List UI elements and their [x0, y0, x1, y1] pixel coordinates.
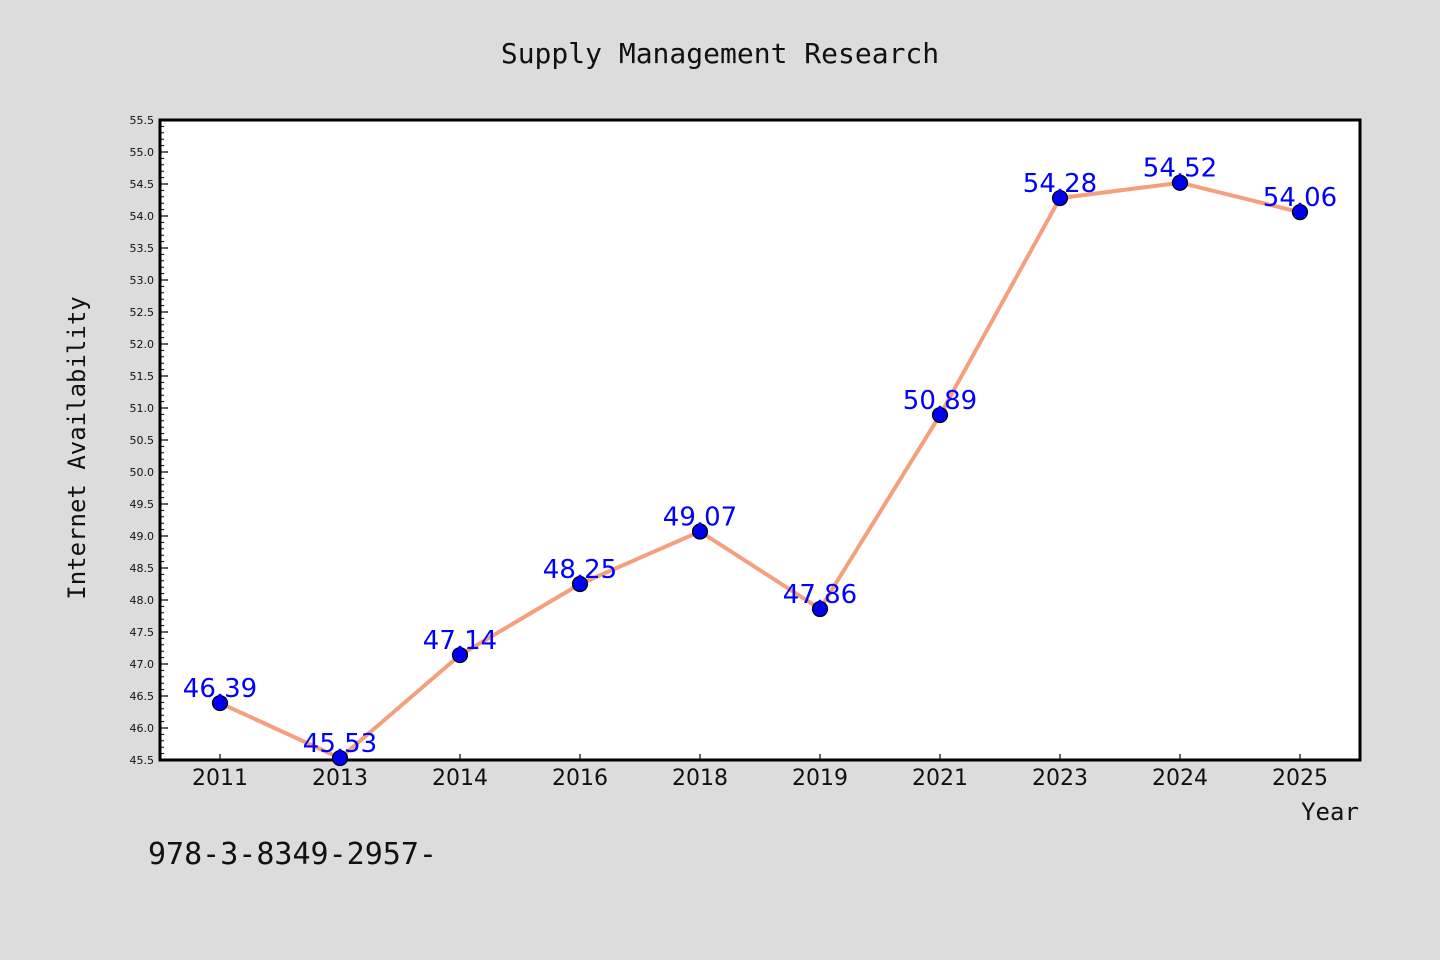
data-point: [931, 406, 949, 424]
data-point: [811, 600, 829, 618]
x-axis: 2011 2013 2014 2016 2018 2019 2021 2023 2024 2025: [192, 754, 1328, 791]
data-label: 47.14: [423, 626, 497, 656]
y-tick-label: 46.0: [130, 722, 155, 735]
y-tick-label: 48.0: [130, 594, 155, 607]
data-label: 48.25: [543, 555, 617, 585]
y-tick-label: 45.5: [130, 754, 155, 767]
footer-isbn-text: 978-3-8349-2957-: [148, 837, 437, 872]
data-labels: 46.39 45.53 47.14 48.25 49.07 47.86 50.89 54.28…: [183, 154, 1337, 759]
data-point: [211, 694, 229, 712]
data-point: [1171, 174, 1189, 191]
series-line: [219, 180, 1301, 761]
x-tick-label: 2011: [192, 766, 248, 791]
y-tick-label: 55.5: [130, 114, 155, 127]
y-tick-label: 52.0: [130, 338, 155, 351]
data-label: 47.86: [783, 580, 857, 610]
data-point: [1051, 189, 1069, 207]
plot-area: [158, 118, 1362, 762]
y-tick-label: 53.0: [130, 274, 155, 287]
x-tick-label: 2023: [1032, 766, 1088, 791]
x-tick-label: 2018: [672, 766, 728, 791]
series-markers: [211, 174, 1309, 767]
x-tick-label: 2025: [1272, 766, 1328, 791]
y-tick-label: 55.0: [130, 146, 155, 159]
data-label: 54.52: [1143, 154, 1217, 184]
y-axis: 45.5 46.0 46.5 47.0 47.5 48.0 48.5 49.0 49.5 50.0…: [130, 114, 168, 767]
data-point: [451, 646, 469, 664]
data-point: [1291, 204, 1309, 221]
x-tick-label: 2013: [312, 766, 368, 791]
x-tick-label: 2014: [432, 766, 488, 791]
x-tick-label: 2024: [1152, 766, 1208, 791]
y-tick-label: 54.0: [130, 210, 155, 223]
y-tick-label: 50.0: [130, 466, 155, 479]
data-label: 50.89: [903, 386, 977, 416]
y-tick-label: 51.0: [130, 402, 155, 415]
y-tick-label: 47.5: [130, 626, 155, 639]
y-tick-label: 52.5: [130, 306, 155, 319]
y-tick-label: 46.5: [130, 690, 155, 703]
data-label: 54.06: [1263, 183, 1337, 213]
data-point: [331, 749, 349, 767]
y-tick-label: 53.5: [130, 242, 155, 255]
y-tick-label: 47.0: [130, 658, 155, 671]
data-label: 49.07: [663, 503, 737, 533]
y-tick-label: 49.0: [130, 530, 155, 543]
y-tick-label: 51.5: [130, 370, 155, 383]
y-axis-label: Internet Availability: [63, 296, 91, 599]
x-tick-label: 2021: [912, 766, 968, 791]
data-label: 54.28: [1023, 169, 1097, 199]
y-tick-label: 49.5: [130, 498, 155, 511]
x-axis-label: Year: [1301, 798, 1359, 826]
y-tick-label: 50.5: [130, 434, 155, 447]
y-tick-label: 54.5: [130, 178, 155, 191]
data-point: [691, 523, 709, 540]
data-label: 45.53: [303, 729, 377, 759]
x-tick-label: 2019: [792, 766, 848, 791]
chart-title: Supply Management Research: [501, 37, 939, 70]
y-tick-label: 48.5: [130, 562, 155, 575]
data-point: [571, 575, 589, 593]
data-label: 46.39: [183, 674, 257, 704]
x-tick-label: 2016: [552, 766, 608, 791]
